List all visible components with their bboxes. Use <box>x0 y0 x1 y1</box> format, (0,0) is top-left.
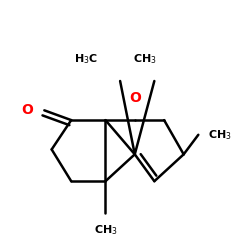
Text: CH$_3$: CH$_3$ <box>94 223 117 236</box>
Text: H$_3$C: H$_3$C <box>74 52 98 66</box>
Text: O: O <box>21 103 33 117</box>
Text: O: O <box>129 92 141 106</box>
Text: CH$_3$: CH$_3$ <box>133 52 156 66</box>
Text: CH$_3$: CH$_3$ <box>208 128 232 142</box>
